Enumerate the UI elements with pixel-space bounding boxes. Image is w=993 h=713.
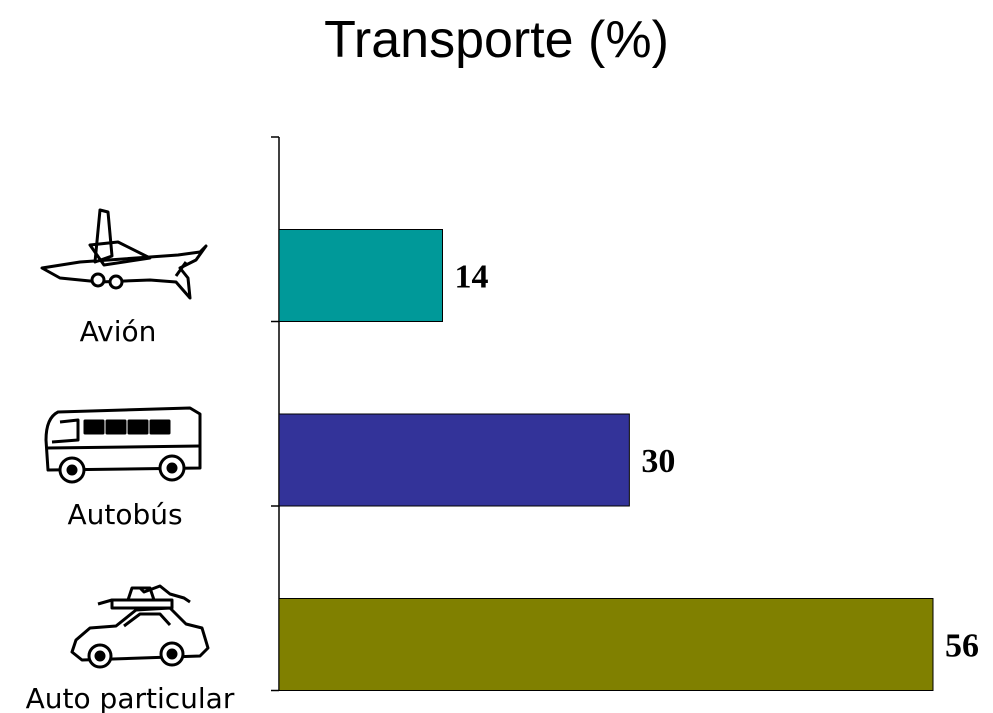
category-label-autobus: Autobús (67, 498, 182, 531)
bar-avion (278, 229, 443, 322)
car-icon (70, 584, 210, 669)
data-label-auto-particular: 56 (945, 628, 979, 665)
chart-title: Transporte (%) (324, 11, 669, 69)
category-label-avion: Avión (80, 315, 157, 348)
bar-autobus (278, 413, 630, 507)
airplane-icon (40, 208, 208, 300)
data-label-avion: 14 (455, 259, 489, 296)
bus-icon (44, 406, 202, 484)
category-label-auto-particular: Auto particular (26, 682, 235, 713)
data-label-autobus: 30 (641, 443, 675, 480)
y-axis-ticks (271, 136, 279, 692)
bar-auto-particular (278, 598, 934, 691)
